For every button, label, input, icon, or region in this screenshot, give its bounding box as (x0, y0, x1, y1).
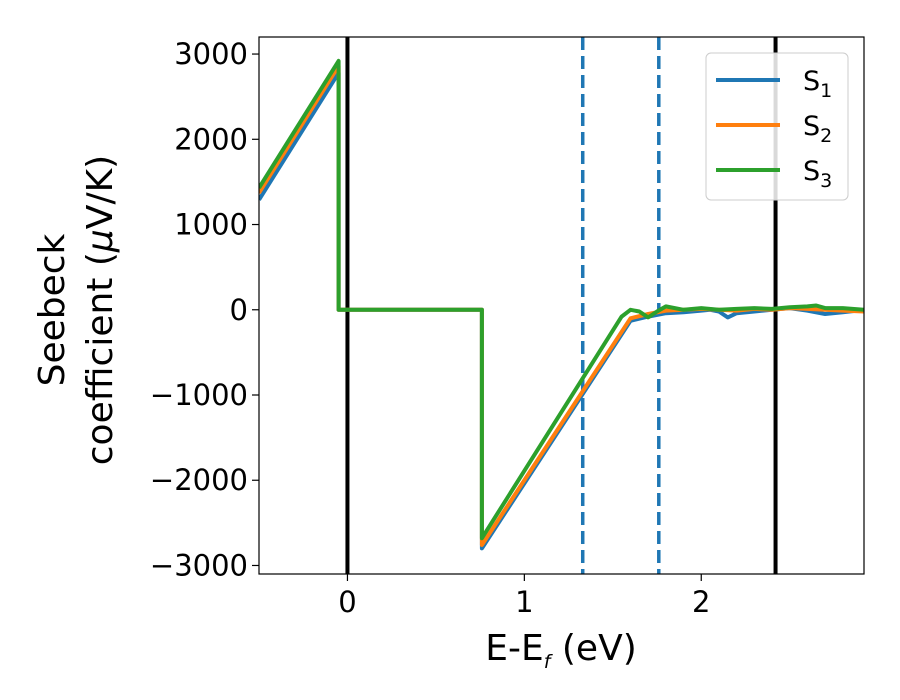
legend-label-2: S2 (803, 111, 832, 147)
axis-ticks: 0 1 2 3000 2000 1000 0 −1000 −2000 −3000 (150, 37, 711, 619)
legend: S1 S2 S3 (705, 52, 849, 201)
legend-label-3: S3 (803, 156, 832, 192)
x-axis-label: E-Ef (eV) (485, 628, 637, 673)
y-axis-label-line1: Seebeck (32, 233, 73, 386)
y-tick-label-4: −1000 (150, 378, 248, 412)
x-tick-label-1: 1 (515, 585, 533, 619)
y-tick-label-2: 1000 (174, 208, 248, 242)
x-tick-label-0: 0 (338, 585, 356, 619)
y-tick-label-6: −3000 (150, 548, 248, 582)
y-tick-label-3: 0 (230, 293, 248, 327)
legend-label-1: S1 (803, 66, 832, 102)
y-axis-label-line2: coefficient (μV/K) (80, 155, 121, 465)
y-tick-label-0: 3000 (174, 37, 248, 71)
series-line-3 (259, 58, 864, 541)
x-tick-label-2: 2 (692, 585, 710, 619)
y-axis-label: Seebeck coefficient (μV/K) (32, 155, 121, 465)
y-tick-label-5: −2000 (150, 463, 248, 497)
y-tick-label-1: 2000 (174, 122, 248, 156)
axes-frame (258, 36, 865, 575)
